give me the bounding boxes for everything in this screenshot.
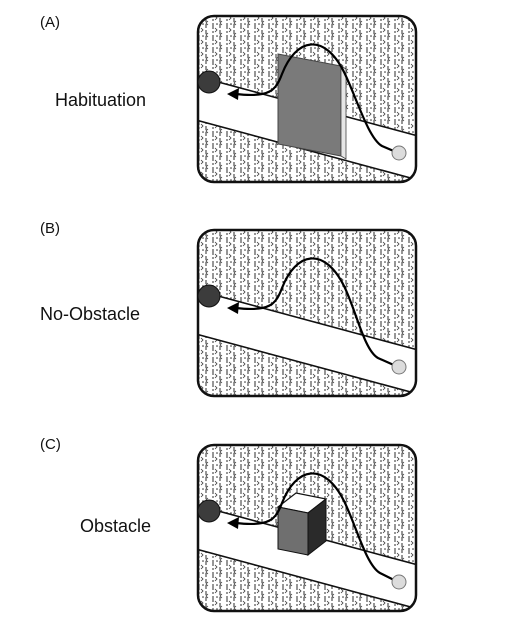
scene-frame — [196, 228, 418, 398]
track — [198, 288, 416, 396]
scene-obstacle — [196, 443, 418, 613]
light-ball-icon — [391, 359, 407, 375]
ball-trajectory — [235, 43, 397, 154]
arrowhead-icon — [227, 302, 239, 314]
dark-ball-icon — [197, 70, 221, 94]
scene-frame — [196, 443, 418, 613]
panel-letter-b: (B) — [40, 220, 60, 237]
track — [198, 503, 416, 611]
panel-letter-a: (A) — [40, 14, 60, 31]
occluder-wall — [277, 53, 342, 157]
panel-letter-c: (C) — [40, 436, 61, 453]
scene-frame — [196, 14, 418, 184]
dark-ball-icon — [197, 499, 221, 523]
condition-label-obstacle: Obstacle — [80, 516, 152, 536]
condition-label-no-obstacle: No-Obstacle — [40, 304, 141, 324]
light-ball-icon — [391, 145, 407, 161]
cube-obstacle — [276, 492, 328, 557]
scene-habituation — [196, 14, 418, 184]
light-ball-icon — [391, 574, 407, 590]
ball-trajectory — [235, 257, 397, 368]
scene-no-obstacle — [196, 228, 418, 398]
ball-trajectory — [235, 472, 397, 582]
dark-ball-icon — [197, 284, 221, 308]
condition-label-habituation: Habituation — [55, 90, 147, 110]
arrowhead-icon — [227, 88, 239, 100]
arrowhead-icon — [227, 517, 239, 529]
